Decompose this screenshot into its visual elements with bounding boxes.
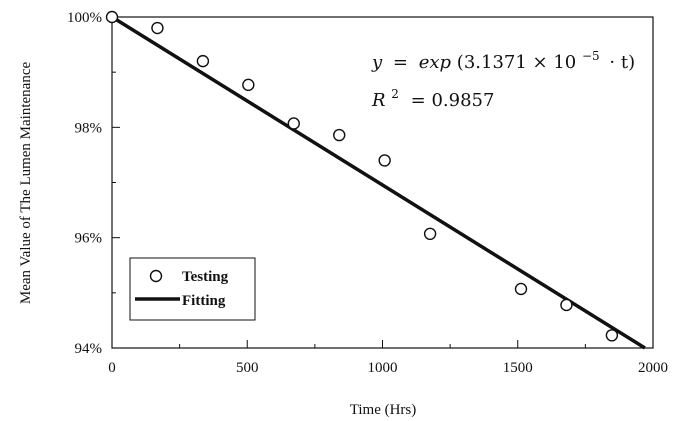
testing-point [378, 154, 391, 167]
r-squared: R 2 = 0.9857 [371, 82, 494, 111]
x-tick-label: 0 [108, 360, 116, 376]
x-tick-label: 1500 [503, 360, 533, 376]
y-tick-label: 96% [75, 231, 103, 247]
testing-point [196, 54, 210, 68]
testing-point [333, 128, 346, 142]
x-tick-label: 1000 [368, 360, 398, 376]
testing-point [423, 227, 437, 241]
testing-series [105, 10, 619, 342]
x-tick-label: 2000 [638, 360, 668, 376]
testing-point [605, 329, 619, 342]
testing-point [151, 21, 164, 35]
fit-equation: y = exp (3.1371 × 10 −5 · t) [371, 44, 635, 73]
y-axis-title: Mean Value of The Lumen Maintenance [18, 62, 34, 305]
y-axis-ticks: 94% 96% 98% 100% [67, 10, 120, 357]
legend-testing-marker [149, 269, 163, 283]
legend-fitting-label: Fitting [182, 293, 226, 309]
legend-testing-label: Testing [182, 269, 229, 285]
testing-point [242, 78, 255, 92]
legend-box [129, 257, 256, 321]
x-axis-title: Time (Hrs) [350, 402, 417, 418]
fitting-series [111, 15, 646, 350]
y-tick-label: 98% [75, 120, 103, 136]
x-axis-ticks: 0 500 1000 1500 2000 [108, 340, 668, 376]
testing-point [514, 282, 528, 296]
testing-point [105, 10, 119, 24]
testing-point [560, 298, 573, 312]
testing-point [287, 117, 300, 130]
x-tick-label: 500 [236, 360, 259, 376]
fitting-line [111, 15, 646, 350]
y-tick-label: 100% [67, 10, 102, 26]
legend: Testing Fitting [129, 257, 256, 321]
y-tick-label: 94% [75, 341, 103, 357]
